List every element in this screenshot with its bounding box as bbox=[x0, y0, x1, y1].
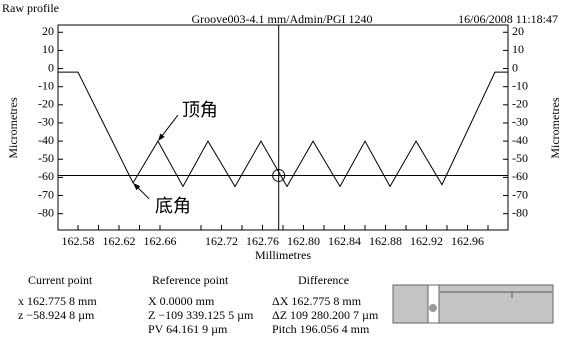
chart-title: Groove003-4.1 mm/Admin/PGI 1240 bbox=[192, 12, 373, 26]
info-line: X 0.0000 mm bbox=[148, 294, 215, 308]
info-title: Reference point bbox=[152, 273, 229, 287]
y-tick-label: 0 bbox=[48, 60, 54, 74]
chart: Raw profile Groove003-4.1 mm/Admin/PGI 1… bbox=[0, 0, 570, 340]
info-line: PV 64.161 9 µm bbox=[148, 322, 228, 336]
y-tick-label-right: 10 bbox=[512, 42, 524, 56]
x-tick-label: 162.66 bbox=[143, 234, 176, 248]
y-tick-label-right: -70 bbox=[512, 187, 528, 201]
info-line: Pitch 196.056 4 mm bbox=[272, 322, 370, 336]
y-tick-label-right: -80 bbox=[512, 205, 528, 219]
y-tick-label: -80 bbox=[38, 205, 54, 219]
y-tick-label-right: 20 bbox=[512, 24, 524, 38]
x-tick-label: 162.96 bbox=[451, 234, 484, 248]
y-tick-label: 10 bbox=[42, 42, 54, 56]
y-tick-label-right: -20 bbox=[512, 97, 528, 111]
y-tick-label: -10 bbox=[38, 78, 54, 92]
y-tick-label: -30 bbox=[38, 115, 54, 129]
profile-line bbox=[58, 72, 508, 186]
info-title: Current point bbox=[28, 273, 93, 287]
annotation-arrowhead bbox=[158, 133, 165, 141]
y-tick-label-right: -10 bbox=[512, 78, 528, 92]
y-tick-label: -60 bbox=[38, 169, 54, 183]
y-tick-label-right: 0 bbox=[512, 60, 518, 74]
x-tick-label: 162.92 bbox=[410, 234, 443, 248]
y-tick-label: -40 bbox=[38, 133, 54, 147]
y-tick-label-right: -60 bbox=[512, 169, 528, 183]
y-tick-label: -70 bbox=[38, 187, 54, 201]
y-tick-label: 20 bbox=[42, 24, 54, 38]
x-tick-label: 162.72 bbox=[205, 234, 238, 248]
x-tick-label: 162.80 bbox=[287, 234, 320, 248]
x-tick-label: 162.76 bbox=[246, 234, 279, 248]
info-line: ΔZ 109 280.200 7 µm bbox=[272, 308, 379, 322]
x-tick-label: 162.84 bbox=[328, 234, 361, 248]
x-tick-label: 162.58 bbox=[61, 234, 94, 248]
y-tick-label: -50 bbox=[38, 151, 54, 165]
y-tick-label-right: -30 bbox=[512, 115, 528, 129]
info-line: ΔX 162.775 8 mm bbox=[272, 294, 362, 308]
annotation-text: 底角 bbox=[155, 196, 191, 216]
x-tick-label: 162.88 bbox=[369, 234, 402, 248]
thumbnail bbox=[393, 285, 553, 323]
header: Raw profile bbox=[2, 1, 59, 15]
y-tick-label-right: -50 bbox=[512, 151, 528, 165]
x-tick-label: 162.62 bbox=[102, 234, 135, 248]
y-axis-label-right: Micrometres bbox=[548, 97, 562, 159]
y-tick-label: -20 bbox=[38, 97, 54, 111]
info-title: Difference bbox=[298, 273, 349, 287]
plot-frame bbox=[58, 25, 508, 230]
x-axis-label: Millimetres bbox=[255, 248, 311, 262]
annotation-text: 顶角 bbox=[182, 100, 218, 120]
info-line: Z −109 339.125 5 µm bbox=[148, 308, 254, 322]
y-tick-label-right: -40 bbox=[512, 133, 528, 147]
y-axis-label: Micrometres bbox=[6, 97, 20, 159]
info-line: z −58.924 8 µm bbox=[18, 308, 95, 322]
timestamp: 16/06/2008 11:18:47 bbox=[458, 12, 558, 26]
info-line: x 162.775 8 mm bbox=[18, 294, 97, 308]
